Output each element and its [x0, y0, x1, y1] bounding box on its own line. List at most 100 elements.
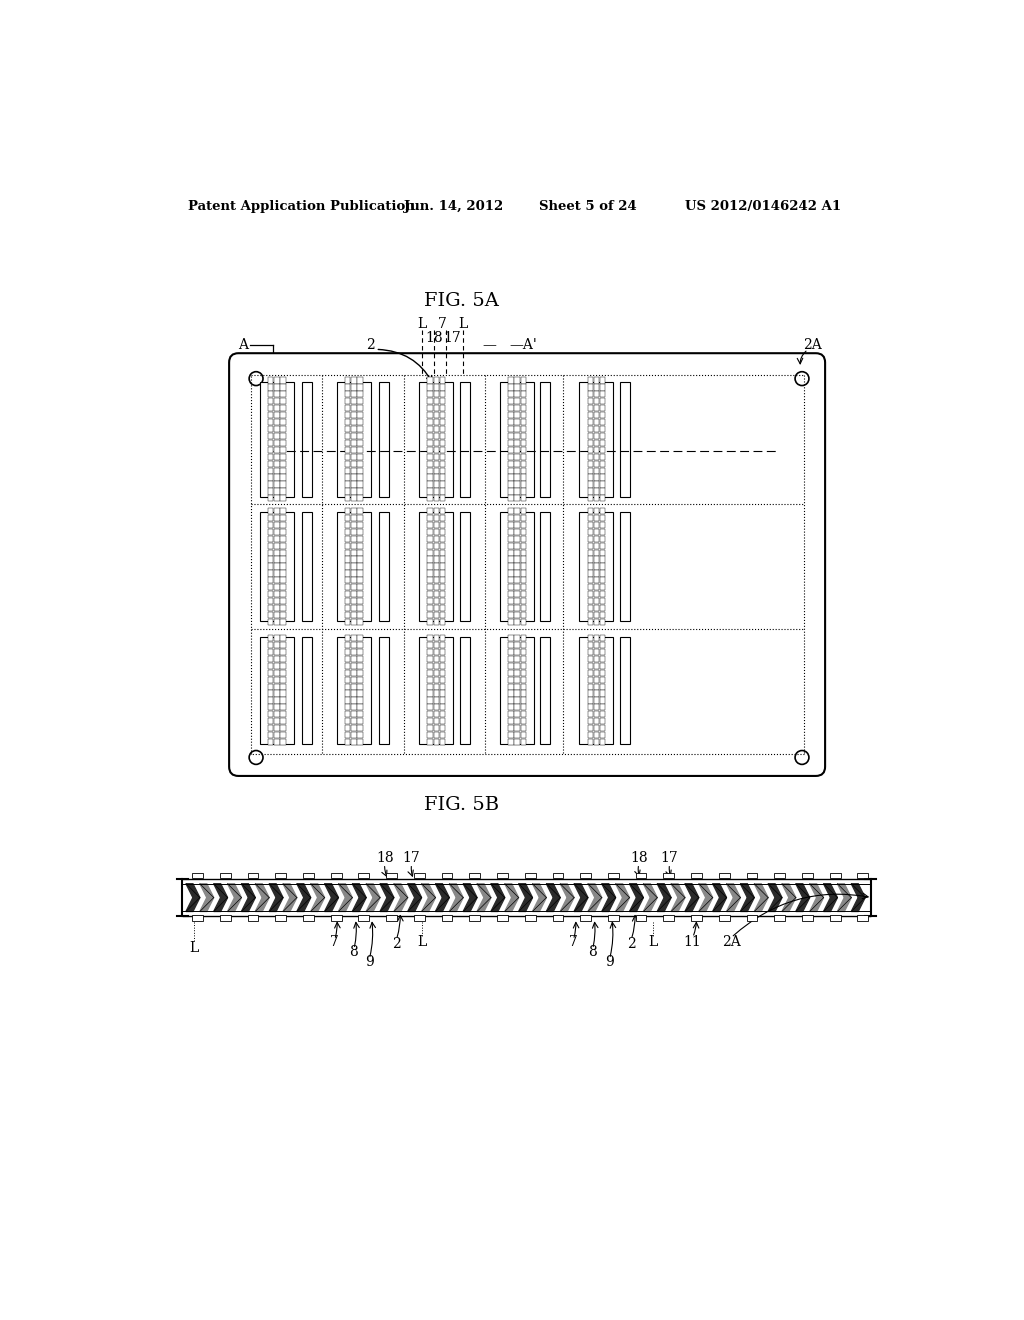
- Bar: [508, 649, 514, 655]
- Bar: [427, 418, 433, 425]
- Bar: [520, 549, 526, 556]
- Bar: [357, 557, 362, 562]
- Bar: [520, 733, 526, 738]
- Bar: [274, 585, 280, 590]
- Bar: [439, 605, 445, 611]
- Bar: [260, 381, 294, 498]
- Bar: [274, 543, 280, 549]
- Bar: [357, 461, 362, 467]
- Bar: [594, 711, 599, 718]
- Bar: [220, 873, 230, 878]
- Polygon shape: [227, 884, 242, 898]
- Bar: [351, 585, 356, 590]
- Polygon shape: [838, 884, 851, 898]
- Bar: [345, 669, 350, 676]
- Bar: [588, 585, 593, 590]
- Bar: [439, 564, 445, 570]
- Bar: [594, 669, 599, 676]
- Polygon shape: [310, 898, 325, 911]
- Bar: [357, 690, 362, 697]
- Bar: [351, 454, 356, 459]
- Polygon shape: [477, 898, 490, 911]
- Bar: [433, 635, 439, 642]
- Bar: [520, 585, 526, 590]
- Bar: [774, 873, 785, 878]
- Bar: [594, 598, 599, 605]
- Bar: [580, 636, 613, 743]
- Bar: [520, 433, 526, 440]
- Bar: [427, 585, 433, 590]
- Bar: [281, 391, 286, 397]
- Bar: [520, 669, 526, 676]
- Bar: [345, 656, 350, 663]
- Bar: [351, 405, 356, 412]
- Bar: [268, 718, 273, 725]
- Bar: [594, 454, 599, 459]
- Bar: [439, 521, 445, 528]
- Bar: [351, 467, 356, 474]
- Bar: [433, 697, 439, 704]
- Bar: [594, 440, 599, 446]
- Bar: [433, 605, 439, 611]
- Bar: [514, 591, 520, 598]
- Bar: [351, 391, 356, 397]
- Bar: [427, 508, 433, 515]
- Bar: [508, 612, 514, 618]
- Bar: [620, 636, 630, 743]
- Bar: [802, 915, 813, 921]
- Bar: [514, 461, 520, 467]
- Bar: [600, 405, 605, 412]
- Bar: [419, 636, 454, 743]
- Bar: [588, 495, 593, 502]
- Bar: [274, 684, 280, 689]
- Bar: [588, 612, 593, 618]
- Bar: [433, 495, 439, 502]
- Bar: [620, 381, 630, 498]
- Bar: [345, 446, 350, 453]
- Bar: [439, 642, 445, 648]
- Bar: [433, 461, 439, 467]
- Polygon shape: [310, 884, 325, 898]
- Bar: [520, 677, 526, 682]
- Bar: [357, 739, 362, 744]
- Bar: [600, 474, 605, 480]
- Bar: [600, 467, 605, 474]
- Bar: [433, 454, 439, 459]
- Text: —: —: [482, 338, 497, 351]
- Bar: [357, 508, 362, 515]
- Bar: [600, 482, 605, 487]
- Bar: [508, 718, 514, 725]
- Bar: [514, 585, 520, 590]
- Polygon shape: [602, 884, 615, 898]
- Bar: [520, 378, 526, 384]
- Polygon shape: [851, 884, 865, 898]
- Bar: [357, 529, 362, 535]
- Bar: [439, 405, 445, 412]
- Bar: [357, 585, 362, 590]
- Bar: [357, 405, 362, 412]
- Bar: [351, 474, 356, 480]
- Bar: [594, 705, 599, 710]
- Bar: [351, 543, 356, 549]
- Bar: [281, 564, 286, 570]
- Bar: [588, 705, 593, 710]
- Bar: [274, 598, 280, 605]
- Bar: [514, 391, 520, 397]
- Bar: [345, 515, 350, 521]
- Polygon shape: [727, 884, 740, 898]
- Bar: [357, 718, 362, 725]
- Bar: [520, 557, 526, 562]
- Bar: [594, 474, 599, 480]
- Bar: [345, 454, 350, 459]
- Bar: [433, 536, 439, 543]
- Bar: [594, 656, 599, 663]
- Bar: [220, 915, 230, 921]
- Bar: [427, 405, 433, 412]
- Bar: [268, 656, 273, 663]
- Bar: [433, 642, 439, 648]
- Bar: [357, 440, 362, 446]
- Bar: [553, 915, 563, 921]
- Bar: [433, 557, 439, 562]
- Polygon shape: [698, 884, 713, 898]
- Bar: [351, 733, 356, 738]
